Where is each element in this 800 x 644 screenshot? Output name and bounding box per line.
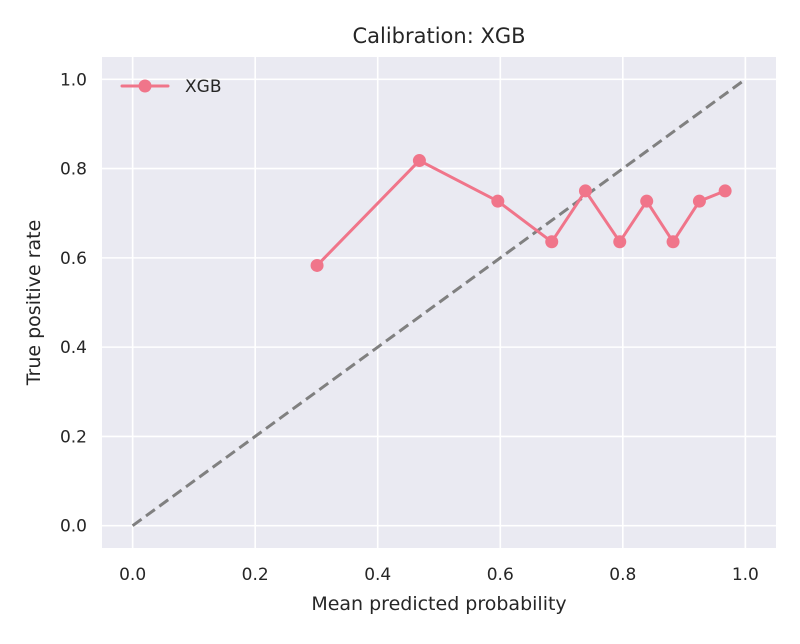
data-point-xgb	[640, 194, 654, 208]
x-tick-label: 0.4	[364, 565, 391, 585]
data-point-xgb	[718, 184, 732, 198]
tick-label-layer: 0.0 0.2 0.4 0.6 0.8 1.0 0.0 0.2 0.4 0.6 0.8 1.0	[60, 70, 759, 585]
data-point-xgb	[578, 184, 592, 198]
series-line-xgb	[315, 159, 726, 267]
data-point-xgb	[412, 154, 426, 168]
y-tick-label: 0.4	[60, 338, 87, 358]
reference-diagonal-line	[131, 78, 747, 527]
data-point-xgb	[545, 235, 559, 249]
data-point-xgb	[666, 235, 680, 249]
grid-layer	[102, 57, 776, 548]
data-point-xgb	[310, 258, 324, 272]
x-tick-label: 0.2	[242, 565, 269, 585]
x-tick-label: 0.8	[609, 565, 636, 585]
series-layer	[310, 154, 732, 272]
legend-label-xgb: XGB	[185, 77, 221, 97]
y-tick-label: 0.6	[60, 249, 87, 269]
y-tick-label: 1.0	[60, 70, 87, 90]
x-tick-label: 1.0	[732, 565, 759, 585]
legend-marker-swatch	[138, 79, 152, 93]
y-tick-label: 0.0	[60, 517, 87, 537]
data-point-xgb	[491, 194, 505, 208]
x-tick-label: 0.6	[487, 565, 514, 585]
x-axis-label: Mean predicted probability	[311, 593, 566, 615]
y-tick-label: 0.2	[60, 427, 87, 447]
legend: XGB	[120, 77, 221, 97]
data-point-xgb	[613, 235, 627, 249]
chart-title: Calibration: XGB	[352, 24, 525, 48]
data-point-xgb	[692, 194, 706, 208]
y-tick-label: 0.8	[60, 160, 87, 180]
x-tick-label: 0.0	[119, 565, 146, 585]
reference-line-layer	[131, 78, 747, 527]
y-axis-label: True positive rate	[23, 220, 45, 387]
